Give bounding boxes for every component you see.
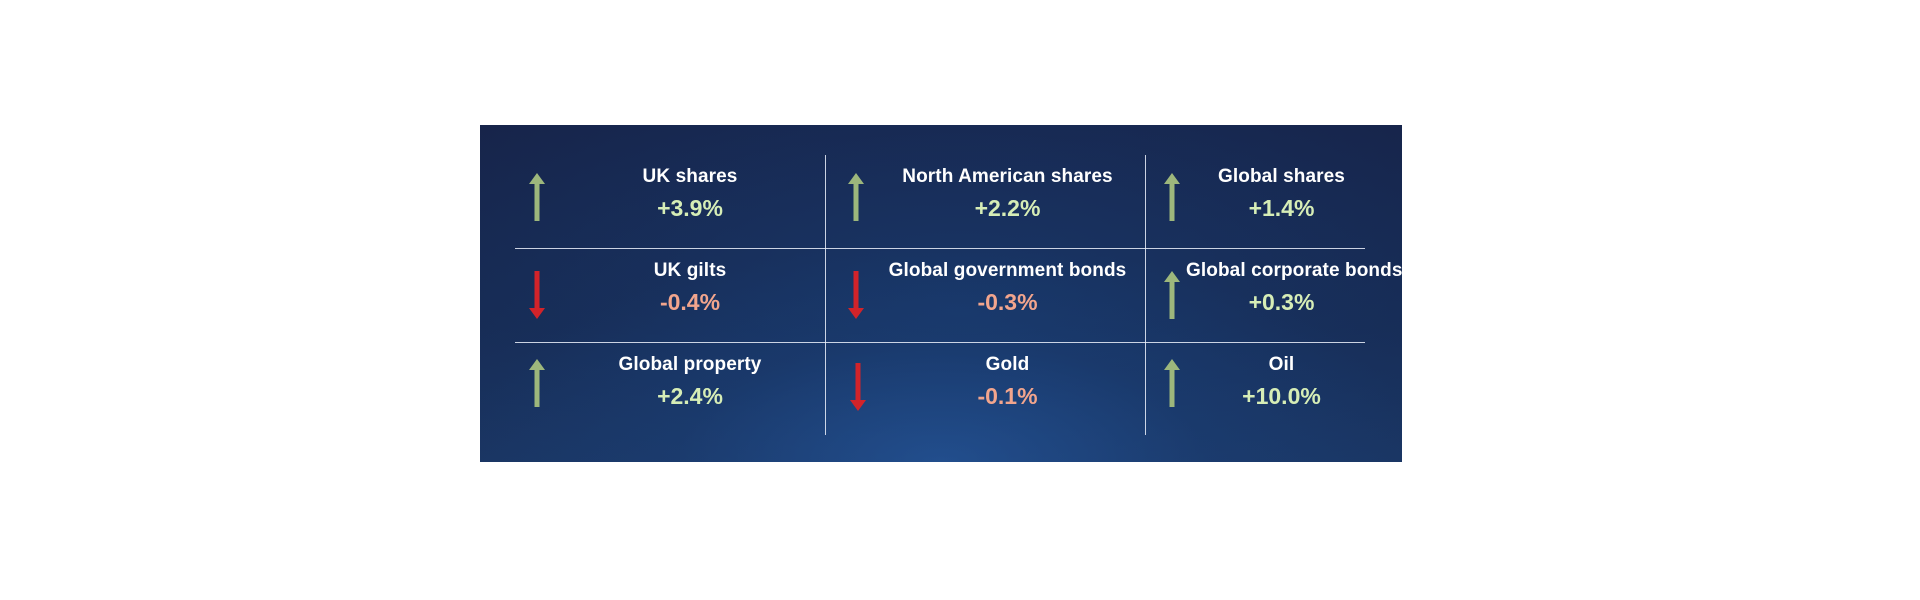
asset-label: Global shares xyxy=(1218,166,1345,187)
asset-return: +1.4% xyxy=(1248,195,1315,221)
market-returns-panel: UK shares +3.9% North American shares +2… xyxy=(480,125,1402,462)
arrow-up-icon xyxy=(1164,359,1180,407)
asset-label: UK gilts xyxy=(653,260,727,281)
arrow-up-icon xyxy=(848,173,864,221)
returns-grid: UK shares +3.9% North American shares +2… xyxy=(515,155,1402,435)
asset-return: -0.1% xyxy=(977,383,1038,409)
return-cell-global-government-bonds: Global government bonds -0.3% xyxy=(826,249,1145,341)
asset-label: Oil xyxy=(1268,354,1295,375)
return-cell-global-property: Global property +2.4% xyxy=(515,343,825,435)
arrow-down-icon xyxy=(848,271,864,319)
row-divider xyxy=(515,248,1365,249)
column-divider xyxy=(825,155,826,435)
asset-label: Gold xyxy=(985,354,1030,375)
asset-label: Global property xyxy=(618,354,762,375)
asset-return: +0.3% xyxy=(1248,289,1315,315)
row-divider xyxy=(515,342,1365,343)
arrow-up-icon xyxy=(1164,173,1180,221)
arrow-up-icon xyxy=(529,359,545,407)
asset-return: +10.0% xyxy=(1242,383,1321,409)
asset-label: Global government bonds xyxy=(888,260,1127,281)
return-cell-uk-shares: UK shares +3.9% xyxy=(515,155,825,247)
arrow-up-icon xyxy=(529,173,545,221)
asset-label: North American shares xyxy=(902,166,1113,187)
asset-return: +2.2% xyxy=(974,195,1041,221)
arrow-up-icon xyxy=(1164,271,1180,319)
arrow-down-icon xyxy=(529,271,545,319)
return-cell-uk-gilts: UK gilts -0.4% xyxy=(515,249,825,341)
column-divider xyxy=(1145,155,1146,435)
asset-return: -0.4% xyxy=(659,289,721,315)
arrow-down-icon xyxy=(850,363,866,411)
return-cell-gold: Gold -0.1% xyxy=(826,343,1145,435)
asset-return: -0.3% xyxy=(977,289,1038,315)
asset-return: +3.9% xyxy=(657,195,723,221)
asset-return: +2.4% xyxy=(657,383,723,409)
return-cell-global-corporate-bonds: Global corporate bonds +0.3% xyxy=(1146,249,1402,341)
asset-label: UK shares xyxy=(642,166,738,187)
return-cell-global-shares: Global shares +1.4% xyxy=(1146,155,1365,247)
asset-label: Global corporate bonds xyxy=(1186,260,1402,281)
return-cell-oil: Oil +10.0% xyxy=(1146,343,1365,435)
return-cell-north-american-shares: North American shares +2.2% xyxy=(826,155,1145,247)
